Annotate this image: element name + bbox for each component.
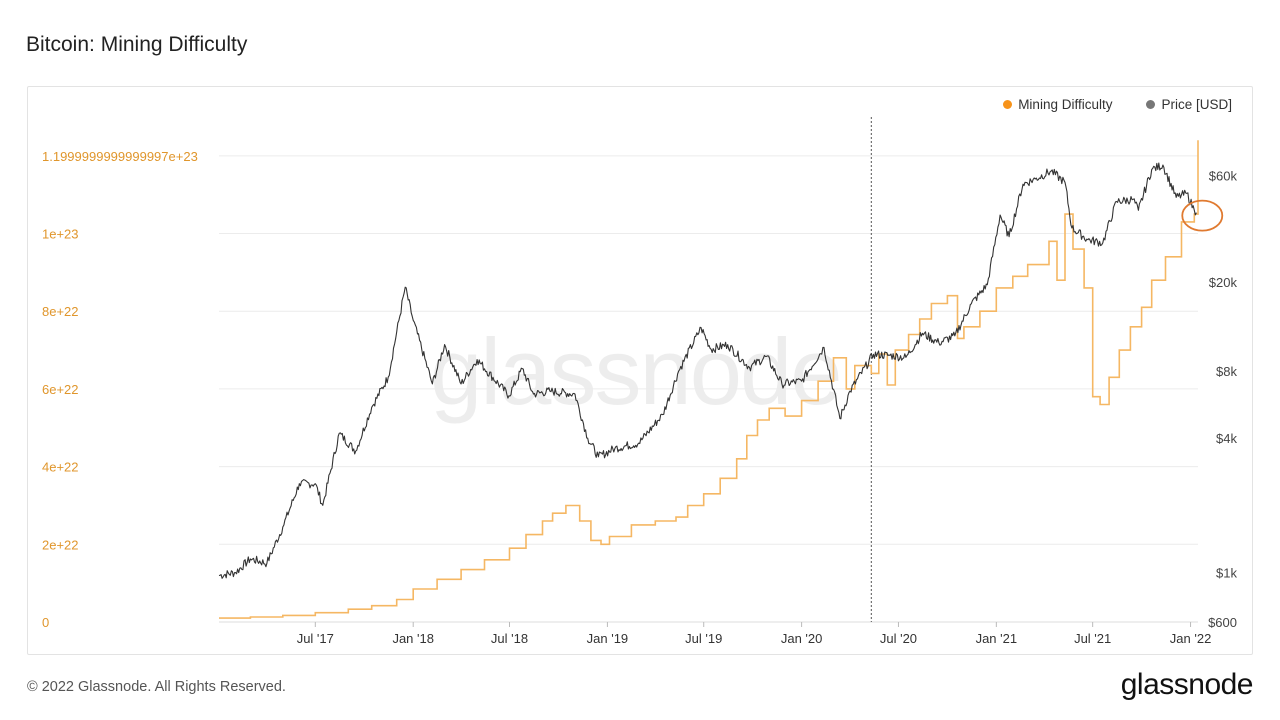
chart-panel xyxy=(27,86,1253,655)
x-tick-label: Jul '17 xyxy=(297,631,334,646)
left-tick-label: 1e+23 xyxy=(42,227,79,242)
right-tick-label: $60k xyxy=(1209,169,1238,184)
right-tick-label: $4k xyxy=(1216,431,1237,446)
left-tick-label: 8e+22 xyxy=(42,304,79,319)
chart-legend: Mining Difficulty Price [USD] xyxy=(1003,97,1232,112)
legend-dot-price-icon xyxy=(1146,100,1156,109)
x-tick-label: Jan '19 xyxy=(587,631,629,646)
x-tick-label: Jul '18 xyxy=(491,631,528,646)
page-title: Bitcoin: Mining Difficulty xyxy=(26,33,248,56)
brand-logo: glassnode xyxy=(1120,668,1254,701)
left-tick-label: 0 xyxy=(42,615,49,630)
copyright-text: © 2022 Glassnode. All Rights Reserved. xyxy=(27,679,286,695)
x-tick-label: Jul '20 xyxy=(880,631,917,646)
legend-label-price: Price [USD] xyxy=(1161,97,1232,112)
right-tick-label: $20k xyxy=(1209,275,1238,290)
left-tick-label: 1.1999999999999997e+23 xyxy=(42,149,198,164)
x-tick-label: Jul '21 xyxy=(1074,631,1111,646)
series-line-price xyxy=(218,162,1197,579)
right-tick-label: $8k xyxy=(1216,364,1237,379)
x-tick-label: Jan '21 xyxy=(976,631,1018,646)
legend-item-mining-difficulty[interactable]: Mining Difficulty xyxy=(1003,97,1112,112)
highlight-circle xyxy=(1181,199,1224,232)
left-tick-label: 4e+22 xyxy=(42,460,79,475)
legend-dot-difficulty-icon xyxy=(1003,100,1013,109)
legend-item-price[interactable]: Price [USD] xyxy=(1146,97,1232,112)
x-tick-label: Jul '19 xyxy=(685,631,722,646)
x-tick-label: Jan '18 xyxy=(392,631,434,646)
legend-label-difficulty: Mining Difficulty xyxy=(1018,97,1113,112)
series-line-mining-difficulty xyxy=(219,140,1199,619)
x-tick-label: Jan '22 xyxy=(1170,631,1212,646)
right-tick-label: $600 xyxy=(1208,615,1237,630)
left-tick-label: 6e+22 xyxy=(42,382,79,397)
left-tick-label: 2e+22 xyxy=(42,537,79,552)
right-tick-label: $1k xyxy=(1216,565,1237,580)
x-tick-label: Jan '20 xyxy=(781,631,823,646)
